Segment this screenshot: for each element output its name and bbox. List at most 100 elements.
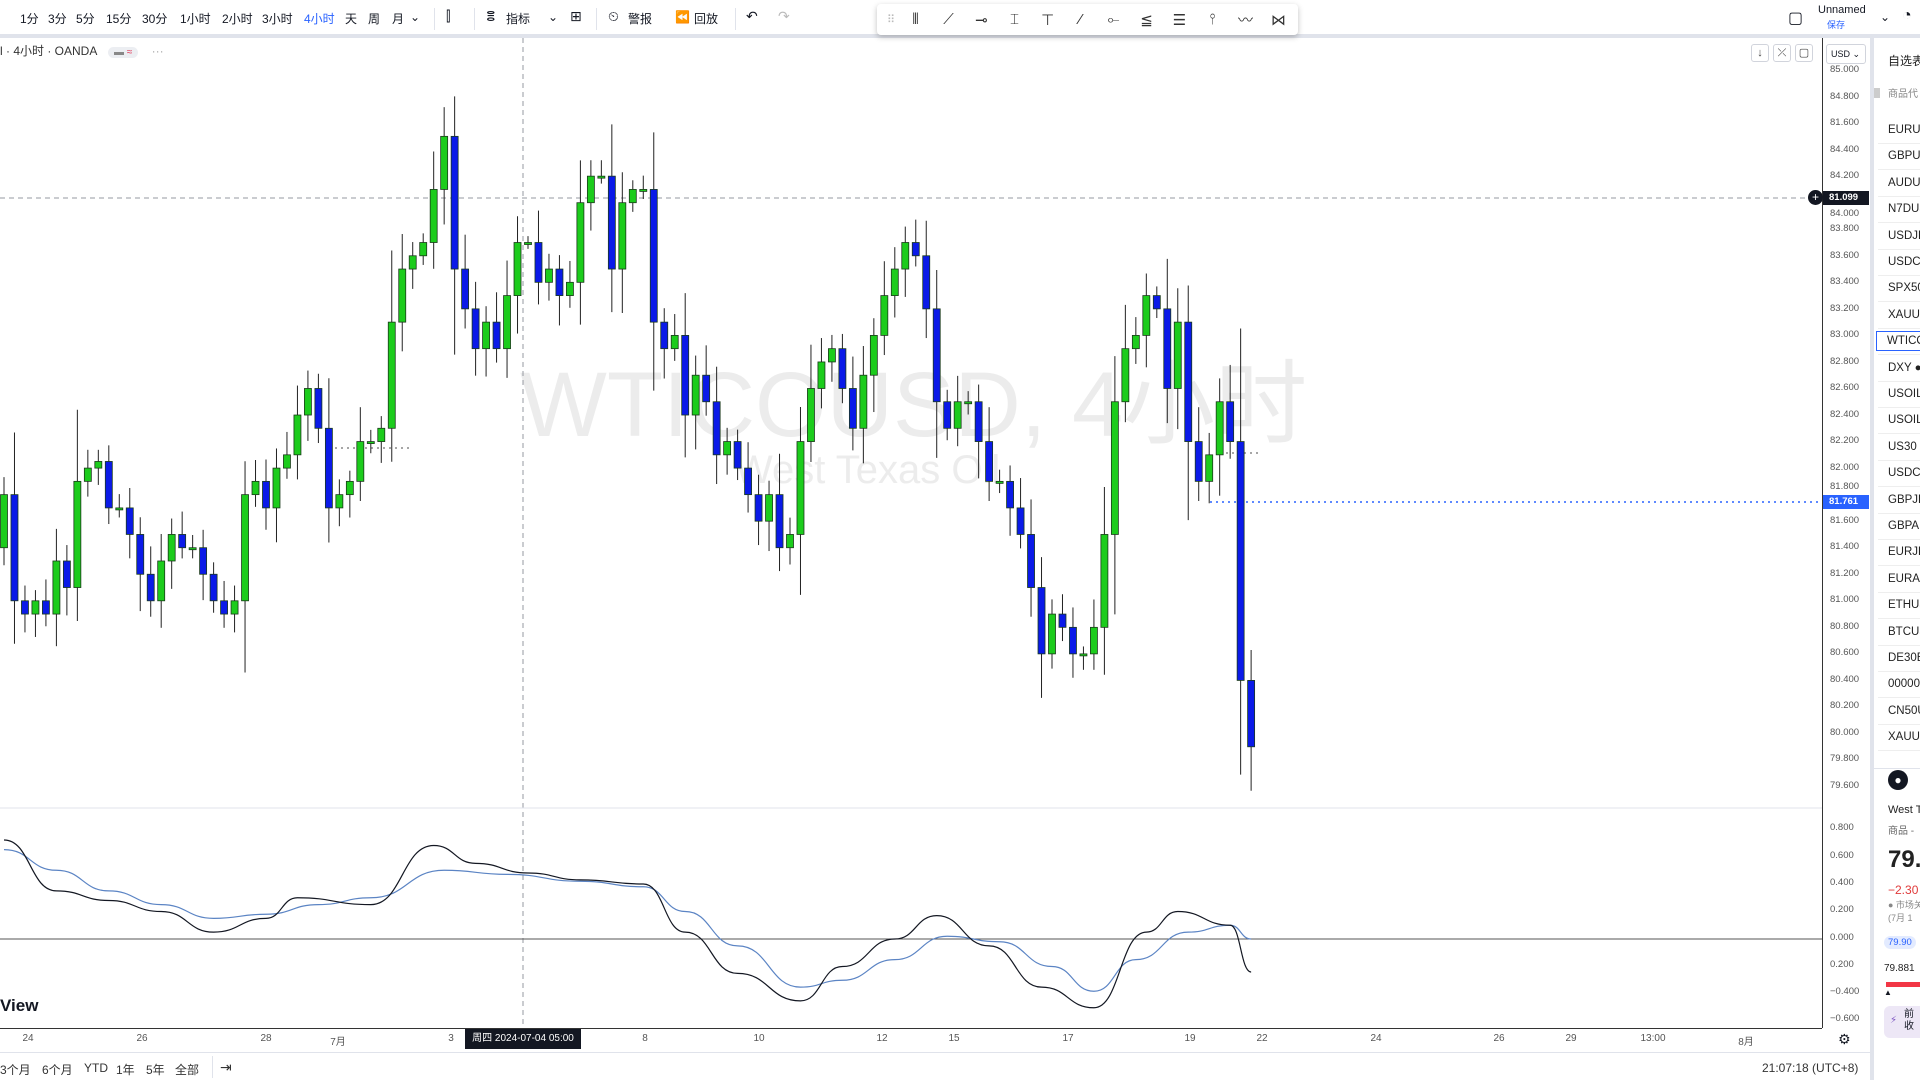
interval-1[interactable]: 3分 bbox=[48, 12, 67, 26]
path-icon[interactable]: 〰 bbox=[1237, 12, 1253, 29]
vertical-text-icon[interactable]: ⊤ bbox=[1040, 11, 1055, 29]
interval-7[interactable]: 3小时 bbox=[262, 12, 293, 26]
candle-up bbox=[901, 242, 910, 270]
oscillator-axis-label: 0.200 bbox=[1830, 904, 1854, 915]
status-pill[interactable]: ▬ ≈ bbox=[108, 47, 139, 58]
symbol-title[interactable]: l · 4小时 · OANDA bbox=[0, 44, 97, 58]
watchlist-item[interactable]: AUDUS bbox=[1888, 176, 1920, 189]
brush-icon[interactable]: ⁄ bbox=[1079, 11, 1082, 28]
watchlist-item[interactable]: ETHUS bbox=[1888, 599, 1920, 612]
drag-handle-icon[interactable]: ⠿ bbox=[886, 14, 896, 26]
interval-0[interactable]: 1分 bbox=[20, 12, 39, 26]
time-axis[interactable] bbox=[0, 1028, 1822, 1050]
save-button[interactable]: 保存 bbox=[1827, 20, 1846, 30]
macd-line bbox=[3, 839, 1252, 1009]
fullscreen-square-icon[interactable]: ▢ bbox=[1788, 10, 1804, 27]
chart-canvas[interactable] bbox=[0, 38, 1822, 1028]
axis-settings-gear-icon[interactable]: ⚙ bbox=[1838, 1031, 1851, 1047]
watchlist-item[interactable]: EURAU bbox=[1888, 572, 1920, 585]
watchlist-item[interactable]: USDJP bbox=[1888, 229, 1920, 242]
reset-view-button[interactable]: ▢ bbox=[1795, 44, 1813, 62]
watchlist-title[interactable]: 自选表 bbox=[1888, 54, 1920, 68]
candle-type-icon[interactable]: ⫿ bbox=[446, 8, 451, 24]
watchlist-item[interactable]: DE30E bbox=[1888, 652, 1920, 664]
candle-up bbox=[597, 175, 606, 179]
watchlist-item[interactable]: USOIL bbox=[1888, 388, 1920, 400]
watchlist-item[interactable]: CN50U bbox=[1888, 704, 1920, 717]
settings-icon[interactable]: ◔ bbox=[1902, 7, 1912, 24]
trend-line-icon[interactable]: ⟋ bbox=[943, 11, 954, 28]
price-axis-label: 82.000 bbox=[1830, 461, 1860, 473]
interval-dropdown-icon[interactable]: ⌄ bbox=[410, 10, 421, 24]
layout-grid-icon[interactable]: ⊞ bbox=[570, 8, 582, 24]
fib-retracement-icon[interactable]: ≦ bbox=[1140, 11, 1153, 29]
range-button-3[interactable]: 1年 bbox=[116, 1063, 135, 1077]
auto-scale-button[interactable]: ⤫ bbox=[1773, 44, 1791, 62]
range-button-0[interactable]: 3个月 bbox=[0, 1063, 31, 1077]
alert-button[interactable]: 警报 bbox=[628, 12, 653, 26]
interval-9[interactable]: 天 bbox=[345, 12, 358, 26]
tradingview-logo[interactable]: View bbox=[0, 996, 39, 1015]
watchlist-item[interactable]: SPX50 bbox=[1888, 282, 1920, 295]
indicators-button[interactable]: 指标 bbox=[506, 12, 531, 26]
watchlist-item[interactable]: WTICO bbox=[1876, 331, 1920, 352]
resize-handle[interactable] bbox=[1874, 88, 1880, 98]
watchlist-item[interactable]: GBPJP bbox=[1888, 493, 1920, 506]
price-range-icon[interactable]: ⌶ bbox=[1009, 11, 1019, 28]
watchlist-item[interactable]: 00000 bbox=[1888, 678, 1920, 691]
watchlist-item[interactable]: USOILS bbox=[1888, 414, 1920, 427]
watchlist-item[interactable]: USDCA bbox=[1888, 256, 1920, 268]
currency-select[interactable]: USD ⌄ bbox=[1826, 44, 1866, 64]
parallel-lines-icon[interactable]: ⫴ bbox=[912, 11, 919, 28]
fib-channel-icon[interactable]: ☰ bbox=[1172, 11, 1187, 29]
indicators-dropdown-icon[interactable]: ⌄ bbox=[548, 10, 559, 24]
replay-button[interactable]: 回放 bbox=[694, 12, 719, 26]
watchlist-item[interactable]: US30 ● bbox=[1888, 440, 1920, 453]
promo-box[interactable]: ⚡ 前 收 bbox=[1884, 1006, 1920, 1038]
watchlist-item[interactable]: GBPUS bbox=[1888, 150, 1920, 163]
candle-down bbox=[1247, 680, 1256, 748]
scroll-to-latest-button[interactable]: ↓ bbox=[1751, 44, 1769, 62]
watchlist-item[interactable]: USDCH bbox=[1888, 467, 1920, 480]
watchlist-item[interactable]: DXY ● bbox=[1888, 361, 1920, 374]
interval-2[interactable]: 5分 bbox=[76, 12, 95, 26]
range-button-4[interactable]: 5年 bbox=[146, 1063, 165, 1077]
watchlist-item[interactable]: GBPAU bbox=[1888, 520, 1920, 532]
interval-6[interactable]: 2小时 bbox=[222, 12, 253, 26]
candle-up bbox=[52, 560, 61, 615]
range-button-1[interactable]: 6个月 bbox=[42, 1063, 73, 1077]
alert-clock-icon[interactable]: ⏲ bbox=[608, 8, 619, 24]
horizontal-ray-icon[interactable]: ⊸ bbox=[975, 11, 988, 29]
interval-5[interactable]: 1小时 bbox=[180, 12, 211, 26]
interval-3[interactable]: 15分 bbox=[106, 12, 132, 26]
interval-8[interactable]: 4小时 bbox=[304, 12, 335, 26]
interval-4[interactable]: 30分 bbox=[142, 12, 168, 26]
horizontal-line-icon[interactable]: ⟜ bbox=[1107, 11, 1120, 28]
replay-icon[interactable]: ⏪ bbox=[675, 10, 690, 24]
column-header-symbol[interactable]: 商品代 bbox=[1888, 89, 1918, 100]
undo-icon[interactable]: ↶ bbox=[746, 8, 758, 24]
candle-up bbox=[251, 480, 260, 496]
vertical-line-icon[interactable]: ⫯ bbox=[1209, 11, 1216, 28]
layout-dropdown-icon[interactable]: ⌄ bbox=[1880, 10, 1891, 24]
redo-icon[interactable]: ↷ bbox=[778, 8, 790, 24]
price-axis[interactable] bbox=[1822, 38, 1870, 1028]
clock-timezone[interactable]: 21:07:18 (UTC+8) bbox=[1762, 1061, 1859, 1075]
pattern-icon[interactable]: ⋈ bbox=[1271, 11, 1286, 29]
interval-11[interactable]: 月 bbox=[392, 12, 405, 26]
interval-10[interactable]: 周 bbox=[368, 12, 381, 26]
bid-price-pill[interactable]: 79.90 bbox=[1884, 936, 1916, 949]
watchlist-item[interactable]: XAUUS bbox=[1888, 308, 1920, 321]
range-button-2[interactable]: YTD bbox=[84, 1061, 108, 1075]
watchlist-item[interactable]: XAUUS bbox=[1888, 731, 1920, 744]
watchlist-item[interactable]: EURJP bbox=[1888, 546, 1920, 559]
layout-name[interactable]: Unnamed bbox=[1818, 4, 1866, 16]
watchlist-item[interactable]: BTCUS bbox=[1888, 625, 1920, 638]
watchlist-item[interactable]: EURUS bbox=[1888, 124, 1920, 136]
add-alert-plus-icon[interactable]: + bbox=[1808, 190, 1823, 205]
range-button-5[interactable]: 全部 bbox=[175, 1063, 200, 1077]
more-options-icon[interactable]: ··· bbox=[151, 44, 164, 58]
watchlist-item[interactable]: N7DUS bbox=[1888, 203, 1920, 216]
goto-date-icon[interactable]: ⇥ bbox=[220, 1059, 232, 1075]
indicators-icon[interactable]: ⴻ bbox=[486, 8, 496, 24]
